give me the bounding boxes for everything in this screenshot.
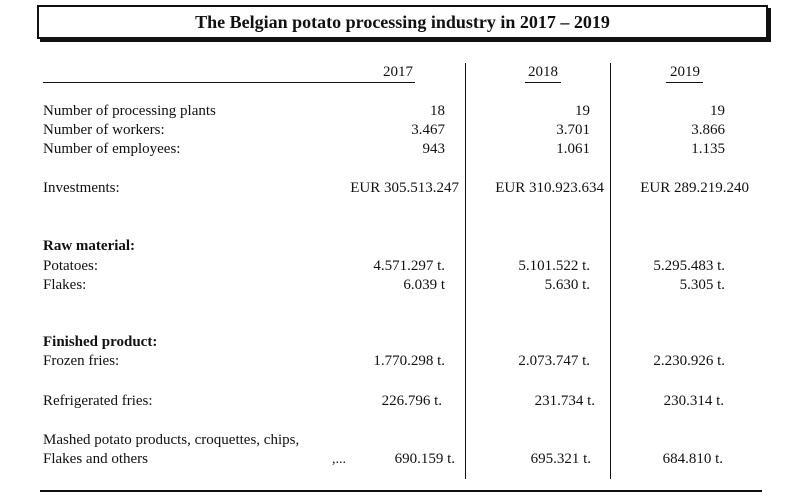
- cell-refrigerated-2018: 231.734 t.: [534, 393, 595, 409]
- section-heading-raw-material: Raw material:: [43, 238, 136, 254]
- cell-refrigerated-2017: 226.796 t.: [381, 393, 442, 409]
- cell-plants-2019: 19: [710, 103, 725, 119]
- row-label-employees: Number of employees:: [43, 141, 181, 157]
- cell-workers-2019: 3.866: [691, 122, 725, 138]
- cell-potatoes-2019: 5.295.483 t.: [653, 258, 725, 274]
- row-label-flakes: Flakes:: [43, 277, 87, 293]
- cell-employees-2019: 1.135: [691, 141, 725, 157]
- cell-investments-2019: EUR 289.219.240: [640, 180, 749, 196]
- cell-flakes-2018: 5.630 t.: [544, 277, 590, 293]
- column-divider-1: [465, 63, 466, 479]
- cell-plants-2018: 19: [575, 103, 590, 119]
- column-divider-2: [610, 63, 611, 479]
- cell-frozen-2019: 2.230.926 t.: [653, 353, 725, 369]
- cell-potatoes-2017: 4.571.297 t.: [373, 258, 445, 274]
- row-label-mashed-line2: Flakes and others: [43, 451, 148, 467]
- row-label-refrigerated-fries: Refrigerated fries:: [43, 393, 153, 409]
- header-rule-col3: [666, 82, 703, 83]
- row-label-mashed-line1: Mashed potato products, croquettes, chip…: [43, 432, 300, 448]
- row-label-investments: Investments:: [43, 180, 120, 196]
- cell-flakes-2019: 5.305 t.: [679, 277, 725, 293]
- cell-workers-2018: 3.701: [556, 122, 590, 138]
- cell-investments-2018: EUR 310.923.634: [495, 180, 604, 196]
- cell-flakes-2017: 6.039 t: [403, 277, 445, 293]
- cell-investments-2017: EUR 305.513.247: [350, 180, 459, 196]
- cell-mashed-2019: 684.810 t.: [662, 451, 723, 467]
- cell-potatoes-2018: 5.101.522 t.: [518, 258, 590, 274]
- cell-mashed-2017: 690.159 t.: [394, 451, 455, 467]
- cell-workers-2017: 3.467: [411, 122, 445, 138]
- year-header-2018: 2018: [528, 64, 558, 80]
- cell-employees-2018: 1.061: [556, 141, 590, 157]
- cell-frozen-2017: 1.770.298 t.: [373, 353, 445, 369]
- row-label-potatoes: Potatoes:: [43, 258, 98, 274]
- year-header-2019: 2019: [670, 64, 700, 80]
- cell-frozen-2018: 2.073.747 t.: [518, 353, 590, 369]
- bottom-rule: [40, 490, 762, 492]
- cell-plants-2017: 18: [430, 103, 445, 119]
- row-leader-dots: ,...: [332, 452, 346, 467]
- cell-refrigerated-2019: 230.314 t.: [663, 393, 724, 409]
- section-heading-finished-product: Finished product:: [43, 334, 158, 350]
- table-title: The Belgian potato processing industry i…: [195, 12, 610, 32]
- row-label-plants: Number of processing plants: [43, 103, 216, 119]
- cell-mashed-2018: 695.321 t.: [530, 451, 591, 467]
- header-rule-left: [43, 82, 415, 83]
- table-title-box: The Belgian potato processing industry i…: [37, 5, 768, 39]
- row-label-frozen-fries: Frozen fries:: [43, 353, 120, 369]
- header-rule-col2: [525, 82, 561, 83]
- cell-employees-2017: 943: [422, 141, 446, 157]
- year-header-2017: 2017: [383, 64, 413, 80]
- row-label-workers: Number of workers:: [43, 122, 165, 138]
